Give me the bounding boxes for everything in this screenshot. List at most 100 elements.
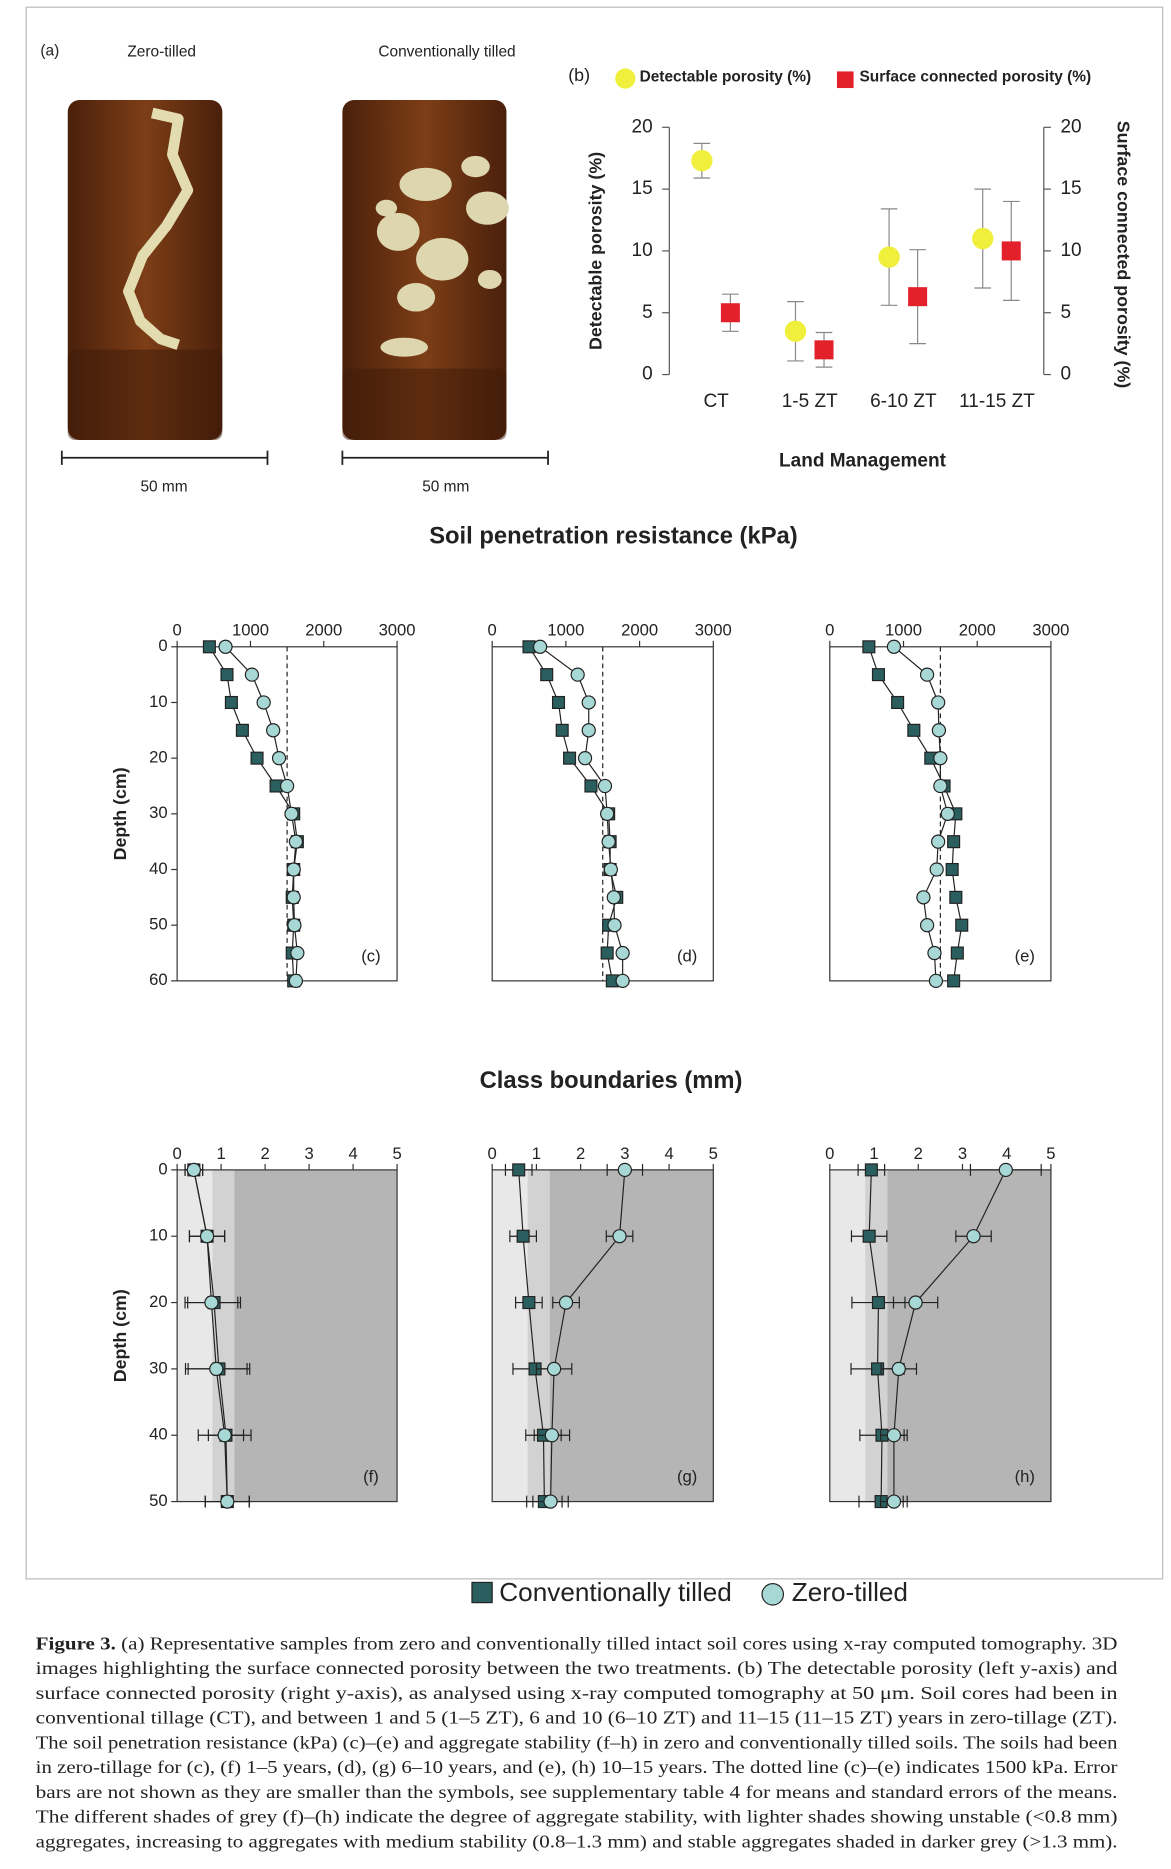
legend-marker — [836, 71, 854, 89]
marker — [916, 890, 931, 905]
stability-band — [549, 1169, 714, 1502]
x-tick-label: 1 — [869, 1144, 878, 1163]
y-tick-label: 50 — [149, 1491, 168, 1510]
marker — [871, 1296, 885, 1310]
marker — [878, 246, 900, 268]
caption-line: bars are not shown as they are smaller t… — [36, 1782, 1118, 1802]
y-tick-label: 20 — [149, 1292, 168, 1311]
series-line — [518, 1169, 545, 1502]
x-tick-label: 0 — [173, 1144, 182, 1163]
x-tick-label: 1000 — [547, 621, 584, 640]
marker — [886, 1494, 902, 1509]
panel-label: (b) — [568, 65, 590, 85]
marker — [220, 1494, 235, 1509]
marker — [691, 149, 713, 172]
y-tick-label: 10 — [632, 240, 653, 261]
marker — [266, 723, 281, 738]
caption-line: aggregates, increasing to aggregates wit… — [36, 1831, 1118, 1852]
legend-marker — [471, 1581, 493, 1604]
marker — [931, 723, 947, 738]
core-image — [67, 99, 223, 440]
marker — [864, 1163, 878, 1177]
y-tick-label: 60 — [149, 970, 168, 989]
panel-label: (g) — [677, 1467, 697, 1486]
x-tick-label: 0 — [825, 1144, 834, 1163]
panel-label: (h) — [1015, 1467, 1035, 1486]
marker — [615, 973, 630, 988]
y-tick-label: 30 — [149, 1358, 168, 1377]
marker — [286, 862, 301, 877]
marker — [235, 723, 249, 737]
marker — [891, 1361, 906, 1377]
x-tick-label: 4 — [348, 1144, 357, 1163]
x-tick-label: 1 — [216, 1144, 225, 1163]
marker — [612, 1229, 627, 1244]
section-title: Soil penetration resistance (kPa) — [429, 523, 797, 550]
caption-line: images highlighting the surface connecte… — [36, 1658, 1118, 1679]
marker — [224, 695, 238, 710]
marker — [1001, 241, 1021, 261]
marker — [929, 862, 944, 877]
marker — [862, 640, 876, 654]
plot-frame — [829, 1169, 1052, 1503]
caption-text: (a) Representative samples from zero and… — [121, 1634, 1117, 1655]
stability-band — [234, 1169, 398, 1502]
stability-band — [212, 1169, 235, 1502]
y-axis-label: Depth (cm) — [110, 767, 130, 860]
panel-label: (d) — [677, 946, 697, 965]
marker — [290, 945, 305, 961]
y-tick-label: 40 — [149, 1425, 168, 1444]
x-tick-label: 6-10 ZT — [870, 391, 937, 412]
x-tick-label: 11-15 ZT — [959, 391, 1035, 412]
x-tick-label: 0 — [173, 621, 182, 640]
x-tick-label: 5 — [709, 1144, 718, 1163]
marker — [581, 723, 596, 738]
marker — [886, 1428, 902, 1443]
marker — [204, 1295, 219, 1310]
marker — [908, 1295, 923, 1310]
marker — [584, 779, 598, 793]
marker — [551, 695, 566, 710]
marker — [540, 668, 554, 682]
marker — [558, 1295, 574, 1310]
x-tick-label: 3 — [620, 1144, 629, 1163]
marker — [581, 695, 596, 710]
caption-line: in zero-tillage for (c), (f) 1–5 years, … — [36, 1757, 1118, 1778]
marker — [284, 806, 299, 821]
marker — [199, 1229, 215, 1244]
core-title: Conventionally tilled — [378, 43, 515, 60]
marker — [919, 667, 935, 682]
y-tick-label: 20 — [149, 748, 168, 767]
marker — [891, 695, 905, 710]
marker — [220, 668, 234, 682]
y-tick-label: 15 — [632, 178, 653, 199]
marker — [928, 973, 944, 988]
series-line — [868, 1169, 883, 1502]
stability-band — [177, 1169, 213, 1502]
marker — [577, 751, 593, 766]
caption-label: Figure 3. — [36, 1634, 116, 1654]
legend-label: Conventionally tilled — [499, 1577, 732, 1607]
figure-frame — [25, 6, 1164, 1580]
plot-frame — [491, 1169, 714, 1503]
x-tick-label: 1 — [532, 1144, 541, 1163]
caption-line: The soil penetration resistance (kPa) (c… — [36, 1732, 1118, 1753]
marker — [546, 1361, 562, 1377]
marker — [209, 1361, 224, 1377]
x-axis-label: Land Management — [779, 450, 947, 471]
marker — [933, 778, 948, 794]
marker — [607, 918, 622, 933]
y-tick-label: 30 — [149, 803, 168, 822]
marker — [286, 890, 301, 905]
marker — [907, 723, 921, 737]
panel-label: (a) — [40, 42, 59, 59]
marker — [927, 945, 942, 961]
marker — [945, 862, 959, 877]
y-tick-label: 0 — [158, 1159, 167, 1178]
x-tick-label: 2000 — [621, 621, 658, 640]
y-tick-label: 40 — [149, 859, 168, 878]
panel-label: (e) — [1015, 946, 1035, 965]
stability-band — [527, 1169, 550, 1502]
x-tick-label: 2000 — [959, 621, 996, 640]
